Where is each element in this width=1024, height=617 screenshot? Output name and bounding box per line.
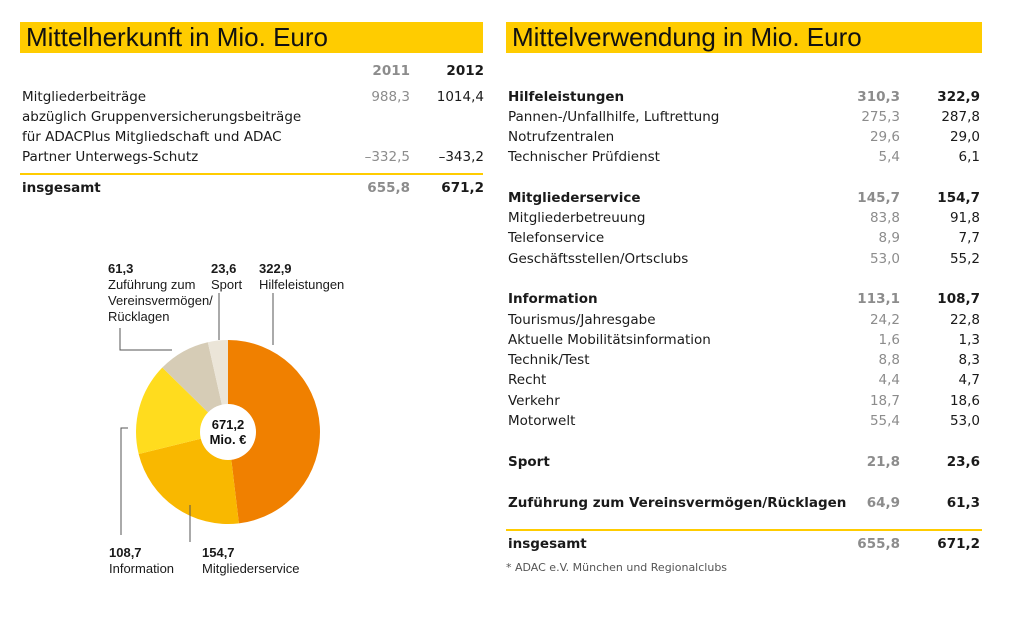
pie-value-info: 108,7 <box>109 545 142 560</box>
pie-label-aid: 322,9 Hilfeleistungen <box>259 261 344 293</box>
left-title: Mittelherkunft in Mio. Euro <box>20 22 483 53</box>
right-row-2011: 24,2 <box>869 312 900 328</box>
right-title: Mittelverwendung in Mio. Euro <box>506 22 982 53</box>
right-row-2011: 113,1 <box>857 291 900 307</box>
pie-slice <box>228 340 320 524</box>
right-row-2012: 91,8 <box>949 210 980 226</box>
right-row-label: Sport <box>508 454 550 470</box>
leader-line-info <box>120 427 128 535</box>
right-row-label: Technischer Prüfdienst <box>508 149 660 165</box>
right-row-2012: 61,3 <box>946 495 980 511</box>
pie-label-service: 154,7 Mitgliederservice <box>202 545 300 577</box>
donut-center-value: 671,2 <box>212 417 245 432</box>
right-row-2011: 310,3 <box>857 89 900 105</box>
left-row-2012: 1014,4 <box>436 89 484 105</box>
pie-value-service: 154,7 <box>202 545 235 560</box>
right-row-label: Hilfeleistungen <box>508 89 625 105</box>
right-row-label: Verkehr <box>508 393 560 409</box>
pie-name-aid: Hilfeleistungen <box>259 277 345 292</box>
right-row-2012: 6,1 <box>958 149 980 165</box>
pie-value-sport: 23,6 <box>211 261 237 276</box>
right-row-2011: 8,8 <box>878 352 900 368</box>
right-row-label: Pannen-/Unfallhilfe, Luftrettung <box>508 109 720 125</box>
right-row-2012: 1,3 <box>958 332 980 348</box>
right-row-label: Information <box>508 291 598 307</box>
right-row-2012: 7,7 <box>958 230 980 246</box>
right-row-label: Notrufzentralen <box>508 129 615 145</box>
right-row-2011: 83,8 <box>869 210 900 226</box>
right-row-2011: 64,9 <box>866 495 900 511</box>
pie-label-reserves: 61,3 Zuführung zum Vereinsvermögen/ Rück… <box>108 261 218 325</box>
right-row-2012: 322,9 <box>937 89 980 105</box>
pie-label-sport: 23,6 Sport <box>211 261 242 293</box>
right-row-label: Mitgliederbetreuung <box>508 210 646 226</box>
right-row-2012: 55,2 <box>949 251 980 267</box>
left-row-2011: –332,5 <box>364 149 410 165</box>
left-row-2011: 988,3 <box>371 89 410 105</box>
right-total-2012: 671,2 <box>937 536 980 552</box>
left-row-label: für ADACPlus Mitgliedschaft und ADAC <box>22 129 282 145</box>
right-total-divider <box>506 529 982 531</box>
left-total-2012: 671,2 <box>441 180 484 196</box>
right-row-2011: 21,8 <box>866 454 900 470</box>
right-row-2012: 8,3 <box>958 352 980 368</box>
right-row-2011: 18,7 <box>869 393 900 409</box>
right-row-2012: 53,0 <box>949 413 980 429</box>
pie-name-sport: Sport <box>211 277 243 292</box>
footnote: * ADAC e.V. München und Regionalclubs <box>506 561 728 574</box>
right-row-2011: 1,6 <box>878 332 900 348</box>
pie-value-aid: 322,9 <box>259 261 292 276</box>
left-total-2011: 655,8 <box>367 180 410 196</box>
left-row-2012: –343,2 <box>438 149 484 165</box>
right-row-2012: 108,7 <box>937 291 980 307</box>
right-row-2011: 145,7 <box>857 190 900 206</box>
leader-line-reserves <box>119 328 172 351</box>
pie-name-service: Mitgliederservice <box>202 561 300 576</box>
right-row-label: Technik/Test <box>508 352 590 368</box>
right-row-2011: 275,3 <box>861 109 900 125</box>
right-row-2012: 23,6 <box>946 454 980 470</box>
right-row-label: Tourismus/Jahresgabe <box>508 312 656 328</box>
pie-name-info: Information <box>109 561 175 576</box>
right-row-2011: 55,4 <box>869 413 900 429</box>
right-row-label: Mitgliederservice <box>508 190 641 206</box>
right-row-label: Geschäftsstellen/Ortsclubs <box>508 251 689 267</box>
right-total-2011: 655,8 <box>857 536 900 552</box>
pie-value-reserves: 61,3 <box>108 261 134 276</box>
right-row-2012: 154,7 <box>937 190 980 206</box>
right-row-2012: 4,7 <box>958 372 980 388</box>
right-row-2011: 4,4 <box>878 372 900 388</box>
right-row-2012: 29,0 <box>949 129 980 145</box>
year-2012-header: 2012 <box>446 63 484 79</box>
right-row-label: Recht <box>508 372 547 388</box>
right-row-2011: 53,0 <box>869 251 900 267</box>
right-row-2011: 5,4 <box>878 149 900 165</box>
right-row-label: Telefonservice <box>508 230 605 246</box>
left-row-label: abzüglich Gruppenversicherungsbeiträge <box>22 109 302 125</box>
pie-label-info: 108,7 Information <box>109 545 174 577</box>
right-row-label: Zuführung zum Vereinsvermögen/Rücklagen <box>508 495 847 511</box>
right-row-2012: 22,8 <box>949 312 980 328</box>
year-2011-header: 2011 <box>372 63 410 79</box>
right-row-2011: 29,6 <box>869 129 900 145</box>
pie-name-reserves: Zuführung zum Vereinsvermögen/ Rücklagen <box>108 277 213 324</box>
right-row-label: Motorwelt <box>508 413 576 429</box>
right-row-2012: 18,6 <box>949 393 980 409</box>
donut-center-unit: Mio. € <box>210 432 247 447</box>
right-row-2011: 8,9 <box>878 230 900 246</box>
right-total-label: insgesamt <box>508 536 587 552</box>
left-total-label: insgesamt <box>22 180 101 196</box>
right-row-2012: 287,8 <box>941 109 980 125</box>
left-row-label: Partner Unterwegs-Schutz <box>22 149 199 165</box>
donut-hole <box>200 404 256 460</box>
right-row-label: Aktuelle Mobilitätsinformation <box>508 332 711 348</box>
left-total-divider <box>20 173 483 175</box>
left-row-label: Mitgliederbeiträge <box>22 89 147 105</box>
